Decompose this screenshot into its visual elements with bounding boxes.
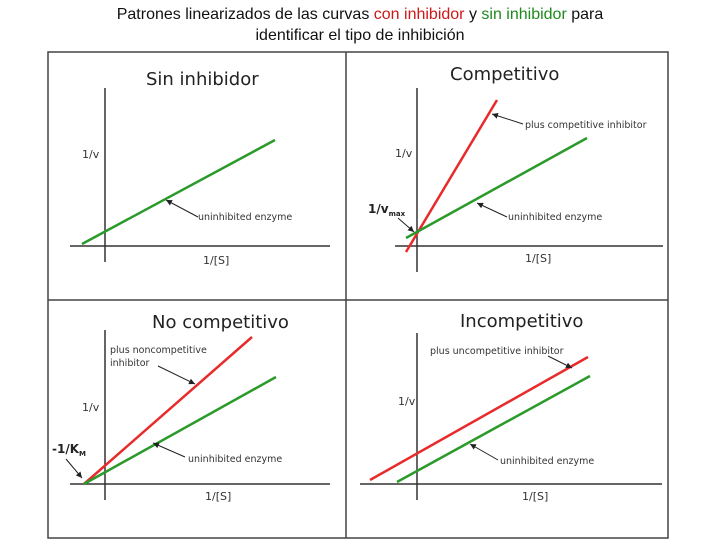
red-note-line-1: plus noncompetitive [110,345,207,356]
x-axis-label: 1/[S] [203,254,229,267]
green-note: uninhibited enzyme [188,454,282,465]
title-text-3: para [566,6,604,23]
red-arrow [547,355,573,369]
green-note: uninhibited enzyme [500,456,594,467]
panel-competitivo: Competitivo 1/v 1/[S] plus competitive i… [368,64,663,272]
green-arrow [476,202,508,218]
red-note-line-2: inhibitor [110,358,150,369]
panel-sin-inhibidor: Sin inhibidor 1/v 1/[S] uninhibited enzy… [70,69,330,267]
y-axis-label: 1/v [398,395,416,408]
intercept-label: -1/KM [52,442,86,458]
panel-title: Sin inhibidor [146,69,259,90]
y-axis-label: 1/v [82,401,100,414]
inhibited-line [83,336,253,485]
uninhibited-line [405,136,588,240]
intercept-sub: max [389,210,406,218]
uninhibited-line [83,375,277,486]
uninhibited-line [81,138,276,246]
panel-title: Incompetitivo [460,311,583,332]
green-arrow [152,442,186,458]
green-arrow [469,443,499,461]
y-axis-label: 1/v [395,147,413,160]
red-note: plus uncompetitive inhibitor [430,346,564,357]
intercept-arrow [65,458,83,479]
intercept-sub: M [79,450,86,458]
y-axis-label: 1/v [82,148,100,161]
x-axis-label: 1/[S] [525,252,551,265]
x-axis-label: 1/[S] [522,490,548,503]
red-arrow [491,112,524,125]
title-line-1: Patrones linearizados de las curvas con … [0,4,720,25]
inhibited-line [404,99,499,253]
title-text-2: y [464,6,482,23]
panel-title: No competitivo [152,312,289,333]
uninhibited-line [396,374,591,484]
x-axis-label: 1/[S] [205,490,231,503]
red-note: plus competitive inhibitor [525,120,647,131]
panel-incompetitivo: Incompetitivo 1/v 1/[S] plus uncompetiti… [360,311,662,503]
intercept-main: 1/v [368,202,389,216]
intercept-main: -1/K [52,442,80,456]
figure-title: Patrones linearizados de las curvas con … [0,4,720,46]
title-con-inhibidor: con inhibidor [373,6,465,23]
green-note: uninhibited enzyme [508,212,602,223]
green-note: uninhibited enzyme [198,212,292,223]
green-arrow [165,199,199,218]
intercept-label: 1/vmax [368,202,406,218]
red-arrow [157,365,196,385]
title-line-2: identificar el tipo de inhibición [255,27,465,44]
panel-no-competitivo: No competitivo 1/v 1/[S] plus noncompeti… [52,312,330,503]
title-sin-inhibidor: sin inhibidor [481,6,567,23]
panel-title: Competitivo [450,64,559,85]
inhibited-line [369,355,589,482]
title-text-1: Patrones linearizados de las curvas [116,6,374,23]
intercept-arrow [397,217,415,233]
frame [47,51,669,539]
